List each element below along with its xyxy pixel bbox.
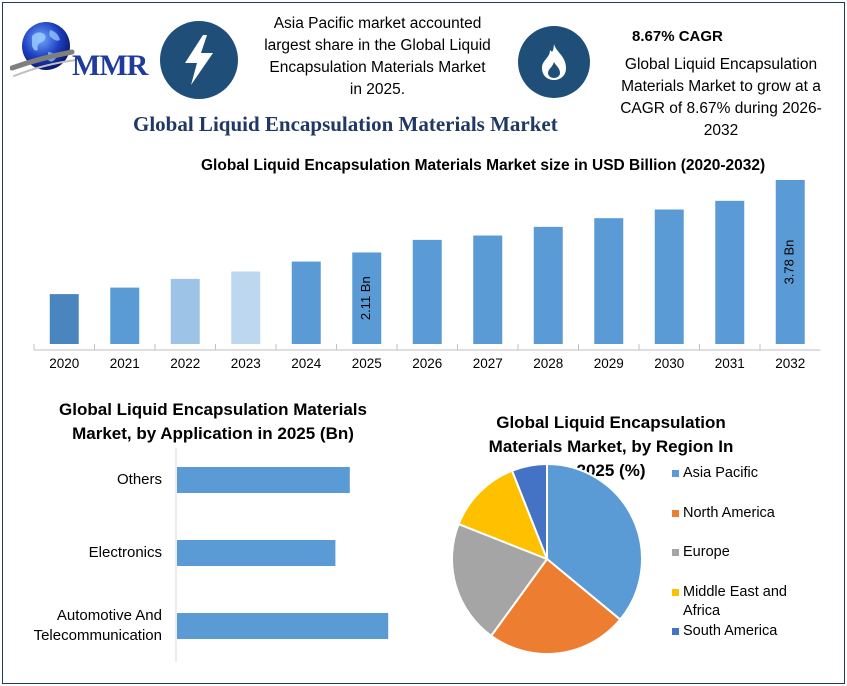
legend-swatch bbox=[672, 510, 679, 517]
bar-2023 bbox=[231, 271, 261, 344]
application-label-line: Automotive And bbox=[56, 607, 162, 624]
legend-item: North America bbox=[672, 504, 775, 523]
info-left-text: Asia Pacific market accounted largest sh… bbox=[245, 13, 510, 101]
legend-label: South America bbox=[683, 623, 778, 639]
legend-label: Africa bbox=[683, 603, 721, 619]
bar-2021 bbox=[110, 287, 140, 344]
info-right-line: Materials Market to grow at a bbox=[621, 78, 821, 95]
main-title: Global Liquid Encapsulation Materials Ma… bbox=[133, 112, 558, 136]
data-label: 2.11 Bn bbox=[358, 276, 373, 320]
info-left-line: Asia Pacific market accounted bbox=[273, 15, 482, 32]
region-chart-title-line: Global Liquid Encapsulation bbox=[496, 413, 726, 432]
region-chart-title: Global Liquid Encapsulation Materials Ma… bbox=[468, 411, 754, 483]
bar-chart-title: Global Liquid Encapsulation Materials Ma… bbox=[201, 157, 766, 174]
data-label: 3.78 Bn bbox=[782, 240, 797, 285]
x-tick-label: 2021 bbox=[110, 356, 140, 371]
application-chart-title: Global Liquid Encapsulation Materials Ma… bbox=[30, 398, 396, 446]
legend-item: Europe bbox=[672, 543, 730, 562]
x-tick-label: 2030 bbox=[654, 356, 684, 371]
x-tick-label: 2024 bbox=[291, 356, 322, 371]
bar-2029 bbox=[594, 218, 624, 344]
application-chart-title-line: Global Liquid Encapsulation Materials bbox=[59, 400, 367, 419]
application-label-line: Electronics bbox=[88, 544, 162, 561]
info-right-line: 2032 bbox=[703, 122, 739, 139]
logo-text: MMR bbox=[72, 49, 148, 82]
pie-slice-middle-east-and-africa bbox=[457, 469, 549, 561]
info-right-line: Global Liquid Encapsulation bbox=[624, 56, 818, 73]
legend-label: Europe bbox=[683, 544, 730, 560]
bar-2020 bbox=[49, 294, 79, 344]
bar-2032 bbox=[775, 180, 805, 344]
info-right-line: CAGR of 8.67% during 2026- bbox=[620, 100, 822, 117]
x-tick-label: 2028 bbox=[533, 356, 563, 371]
bar-2028 bbox=[533, 226, 563, 344]
bar-2022 bbox=[170, 278, 200, 344]
legend-label: Asia Pacific bbox=[683, 465, 758, 481]
x-tick-label: 2031 bbox=[715, 356, 745, 371]
application-bar-chart bbox=[175, 448, 389, 662]
cagr-title: 8.67% CAGR bbox=[632, 28, 723, 45]
legend-label: Middle East and bbox=[683, 584, 787, 600]
bar-2024 bbox=[291, 261, 321, 344]
pie-slice-north-america bbox=[489, 557, 622, 655]
bar-2031 bbox=[715, 200, 745, 344]
legend-swatch bbox=[672, 549, 679, 556]
lightning-icon bbox=[160, 21, 238, 99]
bar-2027 bbox=[473, 235, 503, 344]
legend-item: Asia Pacific bbox=[672, 464, 758, 483]
legend-item: South America bbox=[672, 622, 778, 641]
application-label-line: Others bbox=[116, 471, 162, 488]
info-left-line: in 2025. bbox=[349, 81, 406, 98]
legend-swatch bbox=[672, 470, 679, 477]
bar-2030 bbox=[654, 209, 684, 344]
x-tick-label: 2026 bbox=[412, 356, 442, 371]
x-tick-label: 2023 bbox=[231, 356, 261, 371]
x-tick-label: 2027 bbox=[473, 356, 503, 371]
legend-swatch bbox=[672, 589, 679, 596]
pie-slice-asia-pacific bbox=[546, 462, 643, 621]
market-size-bar-chart: 2020 2021 2022 2023 2024 2025 2026 2027 2028 2029… bbox=[33, 180, 821, 371]
x-tick-label: 2020 bbox=[49, 356, 79, 371]
pie-slice-europe bbox=[451, 522, 549, 638]
info-left-line: largest share in the Global Liquid bbox=[264, 37, 491, 54]
pie-slice-south-america bbox=[510, 462, 548, 560]
globe-icon bbox=[10, 22, 77, 77]
x-tick-label: 2032 bbox=[775, 356, 805, 371]
application-chart-title-line: Market, by Application in 2025 (Bn) bbox=[72, 424, 354, 443]
region-pie-chart bbox=[451, 462, 643, 655]
hbar-1 bbox=[177, 540, 336, 566]
legend-swatch bbox=[672, 628, 679, 635]
legend-label: North America bbox=[683, 505, 775, 521]
x-tick-label: 2029 bbox=[594, 356, 624, 371]
application-label-line: Telecommunication bbox=[33, 627, 162, 644]
x-tick-label: 2022 bbox=[170, 356, 200, 371]
info-left-line: Encapsulation Materials Market bbox=[269, 59, 486, 76]
hbar-0 bbox=[177, 467, 350, 493]
x-tick-label: 2025 bbox=[352, 356, 382, 371]
mmr-logo: MMR bbox=[10, 16, 160, 88]
bar-2026 bbox=[412, 239, 442, 344]
legend-item: Middle East and Africa bbox=[672, 583, 787, 621]
application-label: Automotive And Telecommunication bbox=[10, 606, 162, 646]
bar-2025 bbox=[352, 252, 382, 344]
application-label: Others bbox=[10, 470, 162, 490]
flame-icon bbox=[518, 26, 590, 98]
application-label: Electronics bbox=[10, 543, 162, 563]
hbar-2 bbox=[177, 613, 389, 639]
info-right-text: Global Liquid Encapsulation Materials Ma… bbox=[602, 54, 840, 142]
region-chart-title-line: Materials Market, by Region In bbox=[488, 437, 734, 456]
